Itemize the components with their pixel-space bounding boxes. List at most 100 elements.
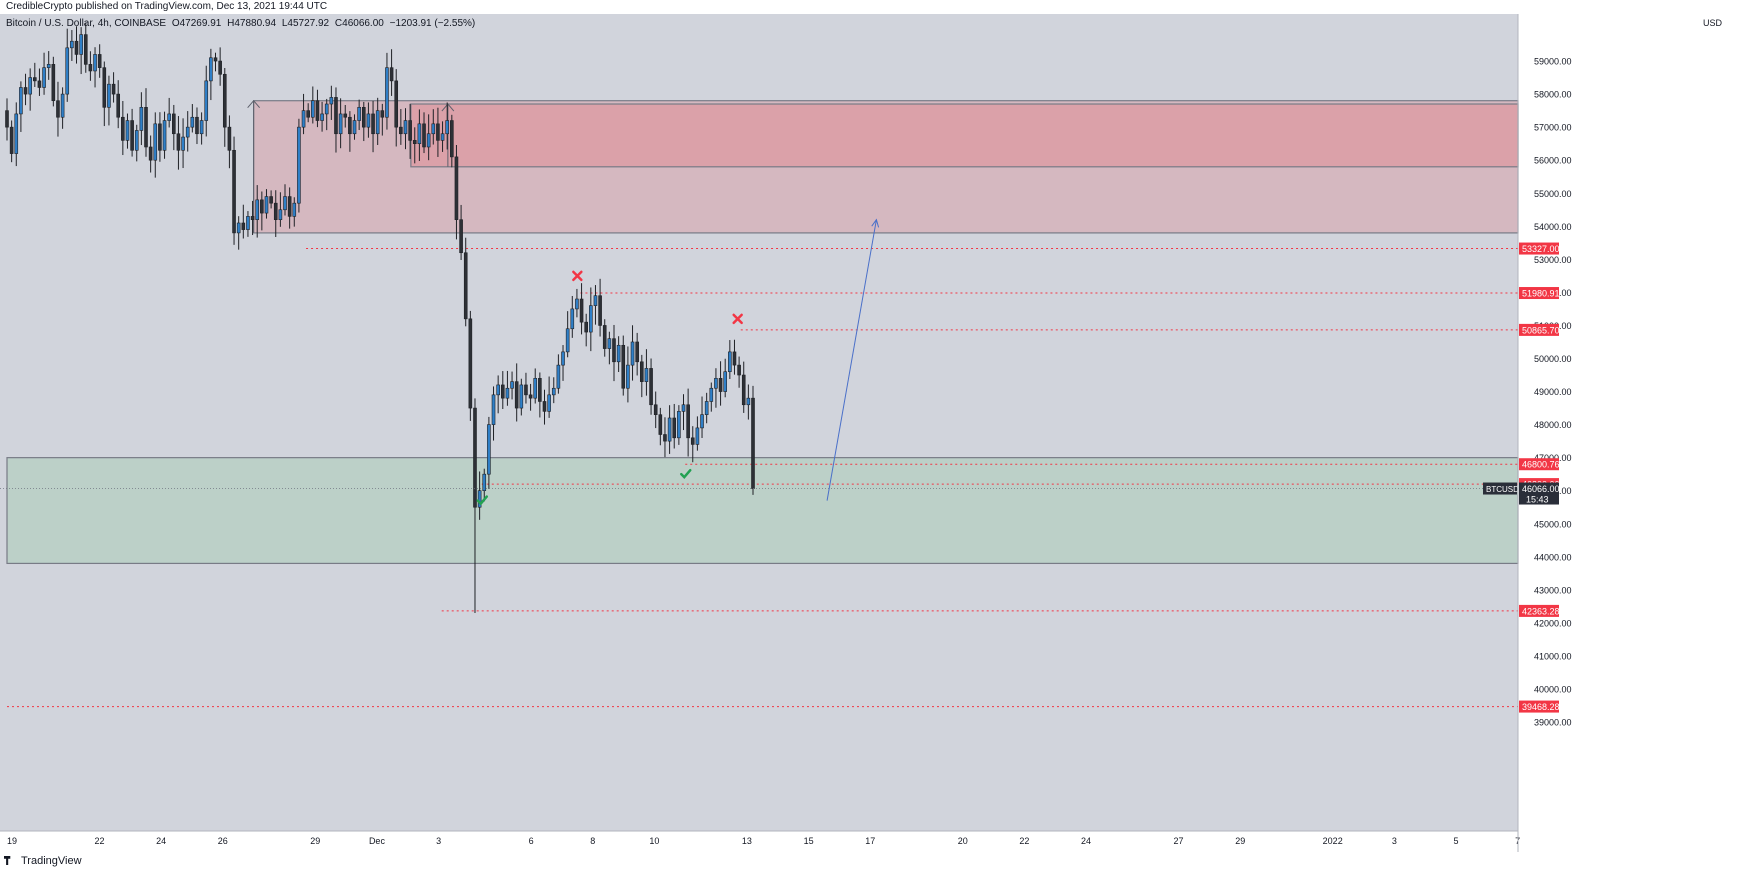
time-axis-tick: 8 [590,836,595,846]
candle-body [37,80,42,88]
candle [60,87,65,129]
candle [528,383,533,411]
candle-body [403,120,408,135]
candle-body [718,378,723,392]
candle [125,113,130,149]
candle-body [505,387,510,399]
candle [287,187,292,229]
time-axis-tick: 22 [94,836,104,846]
candle-body [130,120,134,151]
candle-body [134,130,139,151]
candle-body [677,411,681,439]
candle-body [315,100,320,121]
candle [361,101,366,142]
price-level-label-bg [1519,323,1559,336]
candle [172,104,176,151]
candle-body [250,216,255,220]
time-axis-tick: 10 [649,836,659,846]
candle-body [579,298,584,323]
candle-body [667,417,672,442]
candle [153,112,158,178]
candle-body [723,371,727,392]
candle-body [311,100,315,118]
chart-area[interactable]: 39000.00 40000.00 41000.00 42000.00 43000.00… [0,14,1747,852]
supply-zone-inner [410,103,1519,168]
candle [83,23,88,73]
candle [547,376,551,418]
tradingview-icon [4,856,11,865]
candle-body [255,199,260,220]
candle-body [672,417,677,439]
candle-body [264,196,269,214]
price-axis-tick: 47000.00 [1534,453,1572,463]
candle [626,346,630,403]
candle [111,72,116,103]
price-chart[interactable]: 39000.00 40000.00 41000.00 42000.00 43000.00… [0,14,1747,852]
candle [65,28,70,102]
candle [306,103,310,123]
candle-body [500,384,505,399]
candle-body [589,305,593,333]
price-axis-tick: 58000.00 [1534,90,1572,100]
candle-body [695,427,700,445]
time-axis-tick: 13 [742,836,752,846]
candle [584,313,588,347]
candle-body [218,60,222,75]
candle-body [139,107,144,131]
candle-body [616,344,621,363]
candle [144,88,148,157]
time-axis-tick: 19 [7,836,17,846]
price-level-label: 42363.28 [1522,606,1560,616]
candle [635,332,639,376]
candle [704,392,709,424]
candle-body [357,107,361,121]
candle [250,200,255,236]
candle [264,189,269,219]
candle [74,26,79,64]
candle [46,51,51,80]
candle [538,372,542,418]
candle [477,471,482,520]
currency-label[interactable]: USD [1703,18,1723,28]
candle [246,211,250,237]
candle [134,124,139,162]
candle-body [412,140,417,144]
candle [514,363,519,422]
candle-body [46,64,51,68]
candle-body [148,146,153,161]
candle [162,111,167,159]
candle [209,48,213,101]
candle [500,371,505,409]
candle-body [56,100,60,118]
candle [690,426,695,463]
candle [28,68,32,111]
candle-body [741,374,746,406]
time-axis-tick: 26 [218,836,228,846]
candle-body [602,325,607,349]
measure-arrow-head [441,103,455,112]
candle-body [162,120,167,151]
candle-body [491,394,496,425]
candle-body [204,80,209,121]
candle-body [751,397,755,489]
candle-body [320,113,324,121]
time-axis-background [0,831,1518,852]
candle-body [181,136,185,151]
candle-body [60,93,65,118]
price-axis-tick: 42000.00 [1534,618,1572,628]
candle-body [487,424,491,475]
candle [677,405,681,445]
time-axis-tick: 24 [156,836,166,846]
candle-body [575,298,579,310]
candle [672,403,677,449]
candle-body [380,110,385,118]
candle-body [352,120,357,135]
price-axis-tick: 44000.00 [1534,552,1572,562]
time-axis-tick: Dec [369,836,386,846]
candle-body [482,473,487,491]
candle-body [28,77,32,95]
candle [741,361,746,413]
time-axis-tick: 3 [1392,836,1397,846]
candle [533,368,538,404]
ohlc-change: −1203.91 (−2.55%) [389,18,476,29]
